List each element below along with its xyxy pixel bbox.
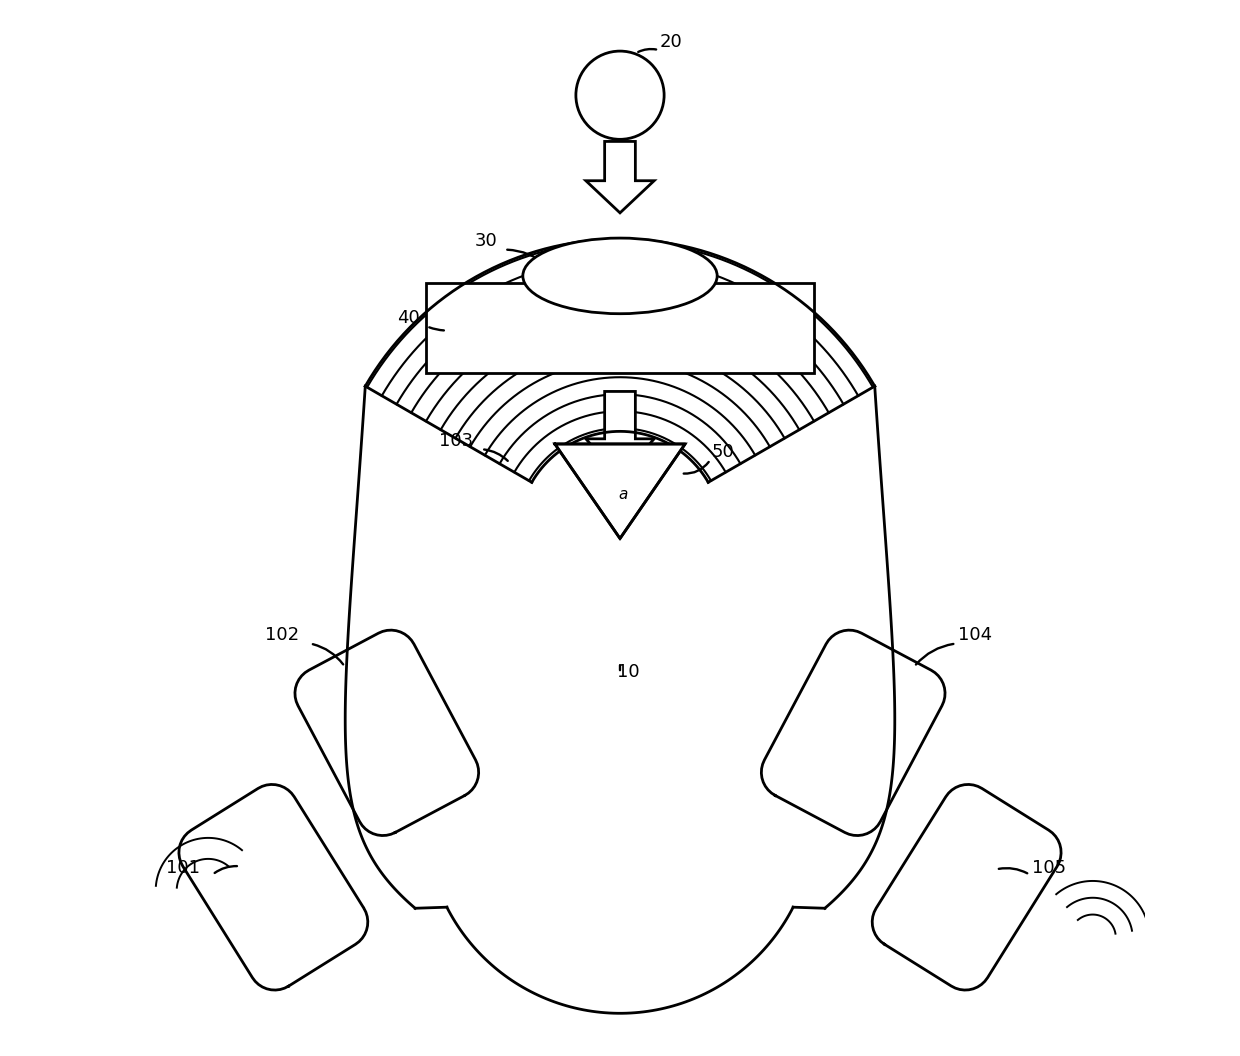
Text: 105: 105 [1032, 859, 1066, 876]
Text: 103: 103 [439, 432, 474, 450]
Circle shape [575, 51, 665, 139]
Polygon shape [585, 142, 655, 213]
Text: 102: 102 [265, 626, 299, 644]
Text: 30: 30 [475, 232, 497, 250]
Text: 50: 50 [712, 442, 734, 460]
Bar [425, 283, 815, 373]
Text: 40: 40 [397, 309, 420, 327]
Text: 101: 101 [166, 859, 200, 876]
Text: 20: 20 [660, 33, 683, 51]
Text: a: a [619, 487, 627, 502]
Polygon shape [554, 444, 686, 539]
Polygon shape [585, 392, 655, 477]
Text: 104: 104 [959, 626, 992, 644]
Ellipse shape [523, 238, 717, 314]
Text: 10: 10 [616, 663, 640, 681]
